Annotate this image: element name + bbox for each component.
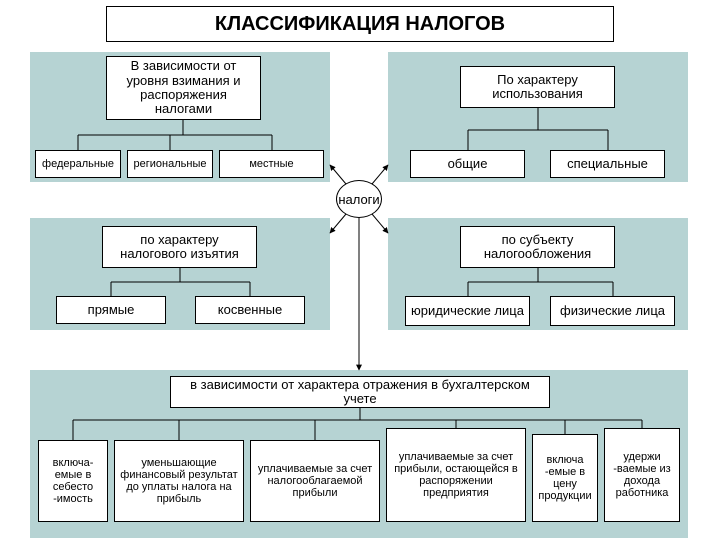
node-general: общие: [410, 150, 525, 178]
node-from-remaining-profit: уплачиваемые за счет прибыли, остающейся…: [386, 428, 526, 522]
header-bottom: в зависимости от характера отражения в б…: [170, 376, 550, 408]
node-regional: региональные: [127, 150, 213, 178]
header-mid-left: по характеру налогового изъятия: [102, 226, 257, 268]
diagram-canvas: КЛАССИФИКАЦИЯ НАЛОГОВ В зависимости от у…: [0, 0, 720, 540]
node-individuals: физические лица: [550, 296, 675, 326]
header-top-left: В зависимости от уровня взимания и распо…: [106, 56, 261, 120]
header-mid-right: по субъекту налогообложения: [460, 226, 615, 268]
node-reduce-result: уменьшающие финансовый результат до упла…: [114, 440, 244, 522]
node-from-worker-income: удержи -ваемые из дохода работника: [604, 428, 680, 522]
header-top-right: По характеру использования: [460, 66, 615, 108]
node-local: местные: [219, 150, 324, 178]
page-title: КЛАССИФИКАЦИЯ НАЛОГОВ: [106, 6, 614, 42]
node-direct: прямые: [56, 296, 166, 324]
node-special: специальные: [550, 150, 665, 178]
node-from-taxable-profit: уплачиваемые за счет налогооблагаемой пр…: [250, 440, 380, 522]
node-into-price: включа -емые в цену продукции: [532, 434, 598, 522]
node-cost-included: включа-емые в себесто -имость: [38, 440, 108, 522]
node-federal: федеральные: [35, 150, 121, 178]
node-legal-entities: юридические лица: [405, 296, 530, 326]
node-indirect: косвенные: [195, 296, 305, 324]
center-node: налоги: [336, 180, 382, 218]
